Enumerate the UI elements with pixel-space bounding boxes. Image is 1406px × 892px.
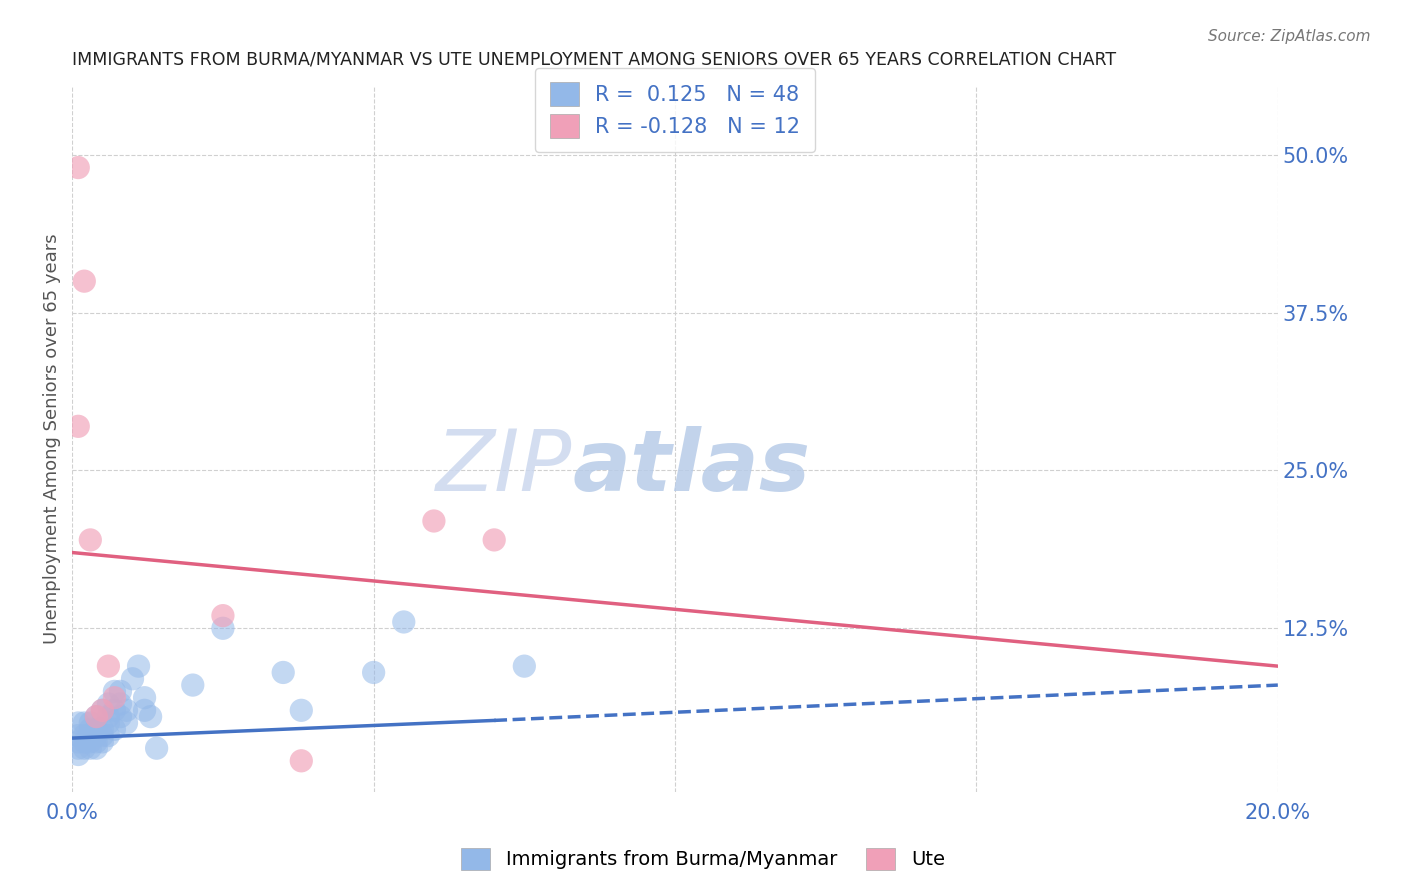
Point <box>79 723 101 737</box>
Point <box>67 419 90 434</box>
Point <box>73 735 96 749</box>
Point <box>67 729 90 743</box>
Point <box>86 741 108 756</box>
Point <box>67 741 90 756</box>
Point <box>513 659 536 673</box>
Point <box>97 709 120 723</box>
Point <box>121 672 143 686</box>
Point <box>181 678 204 692</box>
Point <box>103 703 125 717</box>
Point <box>91 729 114 743</box>
Point <box>103 690 125 705</box>
Point <box>97 659 120 673</box>
Point <box>103 684 125 698</box>
Point <box>115 703 138 717</box>
Text: ZIP: ZIP <box>436 425 572 508</box>
Point <box>86 729 108 743</box>
Point <box>79 729 101 743</box>
Point <box>145 741 167 756</box>
Point <box>79 533 101 547</box>
Point <box>110 709 132 723</box>
Point <box>73 729 96 743</box>
Point <box>482 533 505 547</box>
Text: IMMIGRANTS FROM BURMA/MYANMAR VS UTE UNEMPLOYMENT AMONG SENIORS OVER 65 YEARS CO: IMMIGRANTS FROM BURMA/MYANMAR VS UTE UNE… <box>72 51 1116 69</box>
Text: Source: ZipAtlas.com: Source: ZipAtlas.com <box>1208 29 1371 45</box>
Point <box>79 741 101 756</box>
Point <box>67 715 90 730</box>
Point <box>79 715 101 730</box>
Point <box>67 161 90 175</box>
Point <box>73 741 96 756</box>
Point <box>392 615 415 629</box>
Point <box>110 697 132 711</box>
Y-axis label: Unemployment Among Seniors over 65 years: Unemployment Among Seniors over 65 years <box>44 234 60 644</box>
Point <box>290 703 312 717</box>
Point <box>128 659 150 673</box>
Point <box>86 723 108 737</box>
Point <box>91 703 114 717</box>
Point <box>97 715 120 730</box>
Legend: R =  0.125   N = 48, R = -0.128   N = 12: R = 0.125 N = 48, R = -0.128 N = 12 <box>536 68 815 153</box>
Point <box>67 735 90 749</box>
Point <box>86 709 108 723</box>
Point <box>91 723 114 737</box>
Point <box>73 274 96 288</box>
Point <box>91 703 114 717</box>
Point <box>86 735 108 749</box>
Point <box>139 709 162 723</box>
Point <box>73 715 96 730</box>
Point <box>134 690 156 705</box>
Point <box>97 729 120 743</box>
Point <box>110 684 132 698</box>
Point <box>212 608 235 623</box>
Point <box>79 735 101 749</box>
Point <box>212 621 235 635</box>
Point <box>97 697 120 711</box>
Point <box>67 747 90 762</box>
Point <box>423 514 446 528</box>
Point <box>290 754 312 768</box>
Point <box>115 715 138 730</box>
Point <box>134 703 156 717</box>
Point <box>86 709 108 723</box>
Point <box>271 665 294 680</box>
Legend: Immigrants from Burma/Myanmar, Ute: Immigrants from Burma/Myanmar, Ute <box>453 839 953 878</box>
Point <box>103 723 125 737</box>
Point <box>91 735 114 749</box>
Text: atlas: atlas <box>572 425 811 508</box>
Point <box>363 665 385 680</box>
